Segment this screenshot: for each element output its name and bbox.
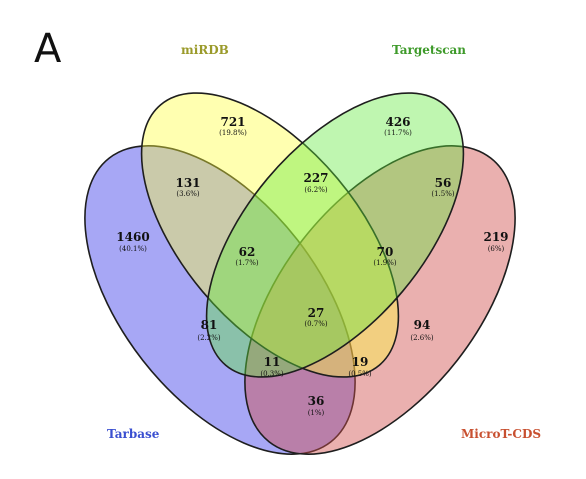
region-count: 721: [220, 115, 245, 129]
region-percent: (2.6%): [410, 334, 434, 342]
region-count: 131: [175, 176, 200, 190]
region-count: 70: [377, 245, 394, 259]
tarbase-ellipse: [84, 145, 356, 455]
region-percent: (3.6%): [176, 190, 200, 198]
tarbase-set-label: Tarbase: [107, 427, 160, 441]
region-count: 19: [352, 355, 369, 369]
region-labels: 721 (19.8%) 426 (11.7%) 1460 (40.1%) 219…: [116, 115, 508, 417]
targetscan-ellipse: [205, 92, 465, 378]
region-percent: (2.2%): [197, 334, 221, 342]
region-percent: (11.7%): [384, 129, 412, 137]
region-count: 81: [201, 318, 218, 332]
region-percent: (0.3%): [260, 370, 284, 378]
region-count: 62: [239, 245, 256, 259]
region-count: 56: [435, 176, 452, 190]
region-percent: (19.8%): [219, 129, 247, 137]
region-count: 27: [308, 306, 325, 320]
set-ellipses: [84, 92, 516, 455]
targetscan-set-label: Targetscan: [392, 43, 466, 57]
region-percent: (6%): [488, 245, 505, 253]
region-count: 94: [414, 318, 431, 332]
microt-cds-set-label: MicroT-CDS: [461, 427, 541, 441]
mirdb-ellipse: [140, 92, 400, 378]
region-percent: (40.1%): [119, 245, 147, 253]
region-percent: (1%): [308, 409, 325, 417]
region-percent: (0.7%): [304, 320, 328, 328]
region-percent: (0.5%): [348, 370, 372, 378]
region-percent: (1.5%): [431, 190, 455, 198]
region-percent: (6.2%): [304, 186, 328, 194]
region-percent: (1.7%): [235, 259, 259, 267]
region-count: 11: [264, 355, 281, 369]
region-count: 227: [303, 171, 328, 185]
region-count: 36: [308, 394, 325, 408]
region-count: 1460: [116, 230, 149, 244]
mirdb-set-label: miRDB: [181, 43, 229, 57]
panel-label: A: [34, 26, 62, 72]
microt-cds-ellipse: [244, 145, 516, 455]
region-percent: (1.9%): [373, 259, 397, 267]
region-count: 426: [385, 115, 410, 129]
region-count: 219: [483, 230, 508, 244]
